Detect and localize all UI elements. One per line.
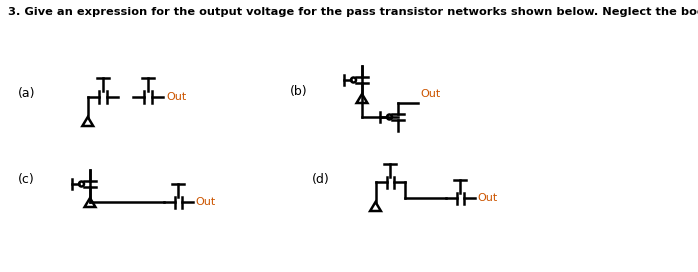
Text: 3. Give an expression for the output voltage for the pass transistor networks sh: 3. Give an expression for the output vol… xyxy=(8,7,698,17)
Text: Out: Out xyxy=(166,92,186,102)
Text: Out: Out xyxy=(195,197,216,207)
Text: (b): (b) xyxy=(290,85,308,98)
Text: (c): (c) xyxy=(18,172,35,186)
Text: Out: Out xyxy=(420,89,440,99)
Text: (a): (a) xyxy=(18,88,36,100)
Text: (d): (d) xyxy=(312,172,329,186)
Text: Out: Out xyxy=(477,193,498,203)
